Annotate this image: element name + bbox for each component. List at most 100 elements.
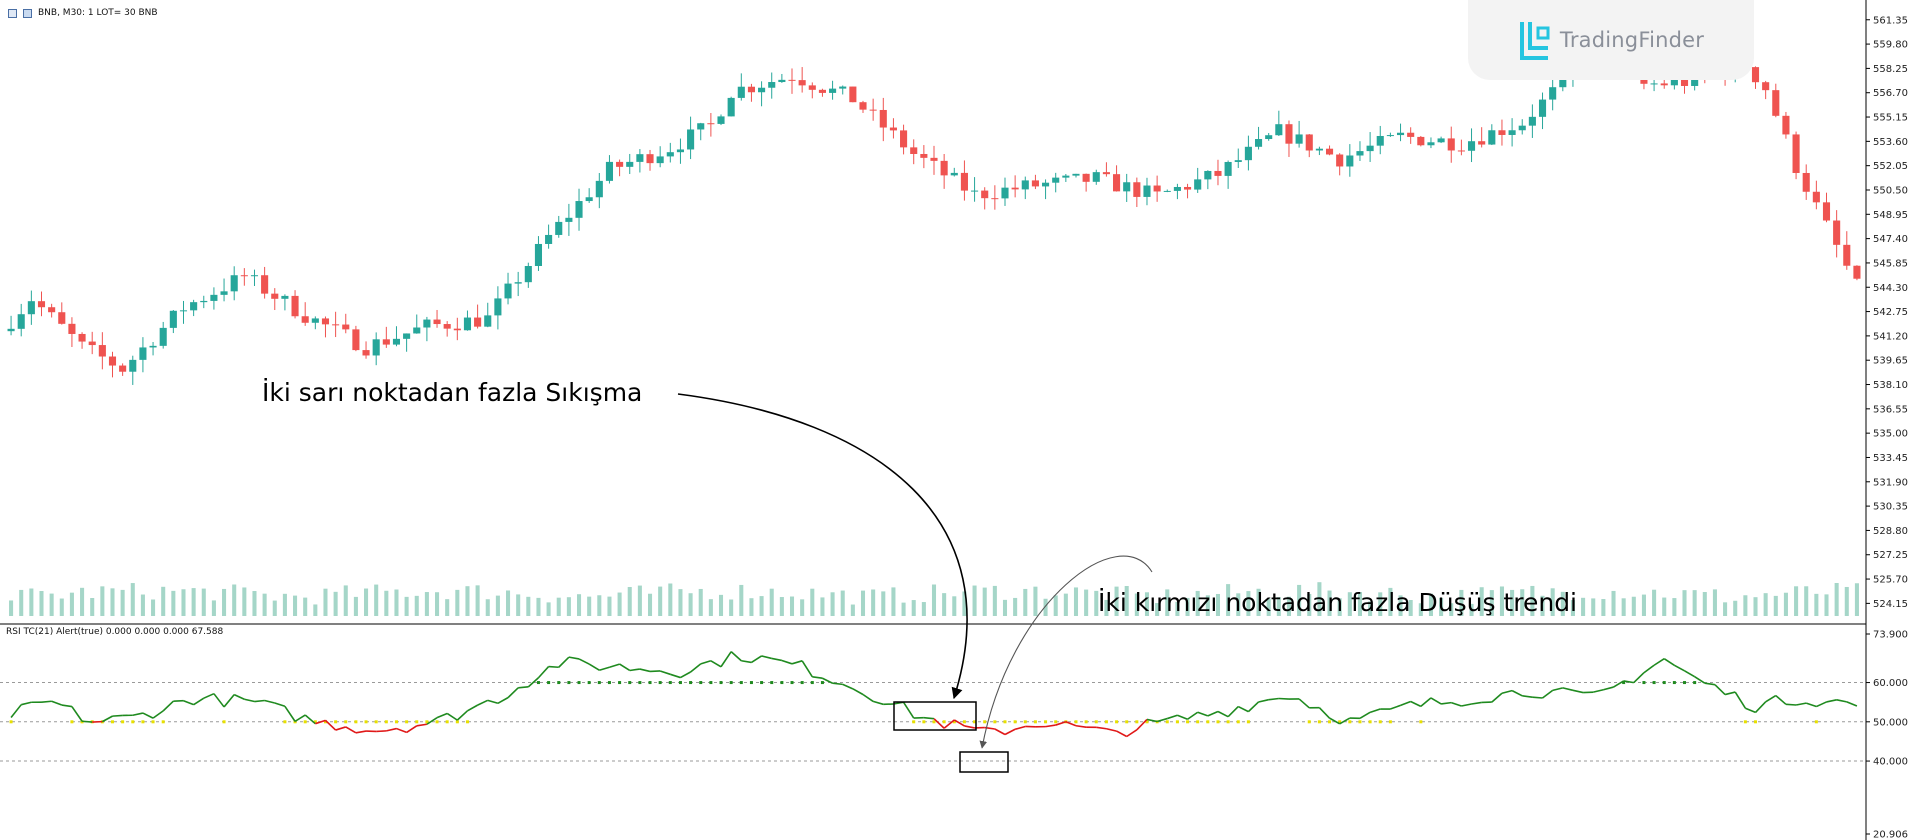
squeeze-dot bbox=[141, 720, 145, 724]
volume-bar bbox=[1175, 601, 1180, 616]
price-tick-label: 527.25 bbox=[1873, 550, 1908, 561]
candle-body bbox=[879, 109, 887, 128]
candle-body bbox=[1031, 180, 1039, 187]
uptrend-dot bbox=[749, 681, 753, 685]
uptrend-dot bbox=[699, 681, 703, 685]
volume-bar bbox=[384, 590, 389, 616]
squeeze-dot bbox=[344, 720, 348, 724]
uptrend-dot bbox=[810, 681, 814, 685]
squeeze-dot bbox=[293, 720, 297, 724]
rsi-segment bbox=[1754, 701, 1767, 713]
candle-body bbox=[250, 275, 259, 277]
volume-bar bbox=[921, 602, 926, 616]
candle-body bbox=[707, 123, 715, 125]
volume-bar bbox=[211, 600, 216, 616]
volume-bar bbox=[617, 592, 622, 616]
candle-body bbox=[1680, 79, 1689, 86]
squeeze-dot bbox=[1013, 720, 1017, 724]
uptrend-dot bbox=[729, 681, 733, 685]
volume-bar bbox=[191, 588, 196, 616]
volume-bar bbox=[59, 598, 64, 616]
candle-body bbox=[1650, 83, 1658, 85]
volume-bar bbox=[69, 592, 74, 616]
candle-body bbox=[605, 161, 614, 181]
rsi-segment bbox=[964, 725, 975, 729]
rsi-segment bbox=[1785, 703, 1797, 706]
volume-bar bbox=[516, 594, 521, 616]
volume-bar bbox=[394, 589, 399, 616]
candle-body bbox=[78, 333, 86, 342]
candle-body bbox=[565, 217, 573, 222]
candle-body bbox=[1528, 116, 1536, 126]
candle-body bbox=[484, 315, 492, 327]
candle-body bbox=[1021, 180, 1029, 190]
candle-body bbox=[413, 327, 421, 334]
rsi-segment bbox=[436, 712, 448, 719]
rsi-segment bbox=[1075, 724, 1087, 728]
volume-bar bbox=[1510, 589, 1515, 616]
rsi-segment bbox=[1217, 710, 1229, 718]
rsi-segment bbox=[223, 694, 235, 708]
price-axis[interactable]: 561.35 559.80 558.25 556.70 555.15 553.60 552.… bbox=[1866, 15, 1908, 610]
rsi-segment bbox=[933, 718, 945, 729]
squeeze-dot bbox=[1328, 720, 1332, 724]
volume-bar bbox=[587, 596, 592, 616]
rsi-segment bbox=[822, 677, 833, 684]
squeeze-dot bbox=[1226, 720, 1230, 724]
candle-body bbox=[1204, 170, 1212, 180]
volume-bar bbox=[19, 589, 24, 616]
volume-bar bbox=[546, 602, 551, 616]
uptrend-dot bbox=[668, 681, 672, 685]
candle-body bbox=[687, 129, 695, 150]
squeeze-dot bbox=[374, 720, 378, 724]
price-tick-label: 533.45 bbox=[1873, 453, 1908, 464]
rsi-segment bbox=[203, 692, 215, 699]
squeeze-dot bbox=[983, 720, 987, 724]
price-tick-label: 545.85 bbox=[1873, 258, 1908, 269]
volume-bar bbox=[688, 593, 693, 616]
price-tick-label: 559.80 bbox=[1873, 40, 1908, 51]
volume-bar bbox=[252, 591, 257, 616]
rsi-segment bbox=[193, 697, 205, 706]
candle-body bbox=[1153, 185, 1161, 192]
rsi-segment bbox=[842, 683, 854, 690]
candle-body bbox=[1295, 134, 1303, 144]
candle-body bbox=[1538, 99, 1547, 117]
candle-body bbox=[453, 328, 461, 331]
volume-bar bbox=[455, 589, 460, 616]
candle-body bbox=[281, 295, 289, 299]
rsi-segment bbox=[41, 700, 52, 703]
rsi-segment bbox=[1562, 687, 1574, 692]
volume-bar bbox=[1357, 592, 1362, 616]
volume-bar bbox=[293, 595, 298, 616]
rsi-segment bbox=[1187, 711, 1199, 720]
price-tick-label: 561.35 bbox=[1873, 15, 1908, 26]
candle-body bbox=[108, 356, 117, 366]
watermark-logo: TradingFinder bbox=[1468, 0, 1754, 80]
squeeze-dot bbox=[364, 720, 368, 724]
candle-body bbox=[190, 302, 198, 311]
volume-bar bbox=[576, 594, 582, 616]
candle-body bbox=[1812, 191, 1820, 203]
candle-body bbox=[1772, 90, 1780, 116]
rsi-segment bbox=[264, 699, 275, 704]
rsi-axis[interactable]: 73.900 60.000 50.000 40.000 20.906 bbox=[1866, 630, 1908, 840]
candle-body bbox=[1214, 170, 1222, 176]
volume-bar bbox=[1662, 597, 1667, 616]
candle-body bbox=[534, 243, 543, 266]
volume-bar bbox=[1560, 591, 1565, 616]
price-tick-label: 530.35 bbox=[1873, 502, 1908, 513]
chart-type-icon[interactable] bbox=[8, 8, 17, 18]
squeeze-dot bbox=[1165, 720, 1169, 724]
volume-bar bbox=[1165, 589, 1170, 616]
candle-body bbox=[1437, 138, 1445, 143]
candle-body bbox=[342, 324, 350, 330]
candle-body bbox=[392, 338, 401, 345]
price-tick-label: 538.10 bbox=[1873, 380, 1908, 391]
rsi-segment bbox=[396, 727, 407, 734]
volume-bar bbox=[1581, 597, 1586, 616]
rsi-line bbox=[10, 651, 1858, 738]
volume-bar bbox=[759, 596, 764, 616]
